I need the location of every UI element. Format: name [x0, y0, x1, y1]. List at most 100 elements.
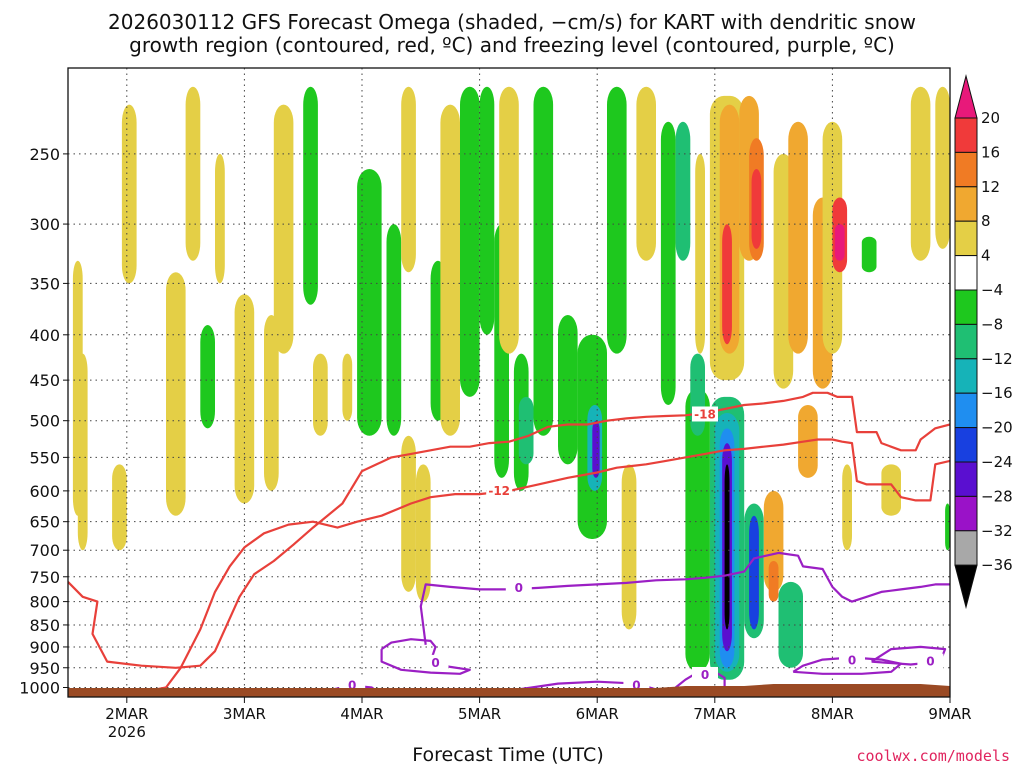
colorbar-label: 12	[981, 178, 1000, 196]
omega-cell	[185, 86, 201, 261]
omega-cell	[166, 272, 186, 516]
omega-cell	[675, 121, 691, 261]
y-axis-ticks: 250 300 350 400 450 500 550 600 650 700 750 800 850 9…	[19, 145, 68, 697]
ground-surface	[68, 684, 950, 697]
x-tick-label: 8MAR	[811, 705, 854, 723]
colorbar-label: −24	[981, 453, 1013, 471]
freezing-level-contours: 0 0 0 0 0 0 0	[322, 551, 950, 697]
y-tick-label: 1000	[19, 678, 60, 697]
dgz-contour-line	[68, 391, 950, 669]
freezing-contour-label-bg	[422, 654, 449, 670]
omega-cell	[200, 325, 215, 429]
omega-cell	[533, 86, 554, 436]
colorbar-swatch	[954, 530, 978, 566]
y-tick-label: 750	[29, 568, 60, 587]
x-tick-sublabel: 2026	[108, 723, 146, 741]
y-tick-label: 250	[29, 145, 60, 164]
omega-cell	[749, 515, 759, 630]
x-tick-label: 6MAR	[576, 705, 619, 723]
y-tick-label: 900	[29, 638, 60, 657]
omega-cell	[690, 353, 705, 436]
y-tick-label: 850	[29, 616, 60, 635]
colorbar-swatch	[954, 289, 978, 325]
omega-cell	[440, 104, 460, 436]
omega-cell	[401, 86, 416, 273]
chart-title-line-2: growth region (contoured, red, ºC) and f…	[129, 33, 895, 57]
colorbar-swatch	[954, 151, 978, 188]
colorbar-label: 20	[981, 109, 1000, 127]
omega-cell	[303, 86, 318, 305]
omega-cell	[773, 153, 794, 389]
omega-cell	[264, 315, 279, 491]
omega-cell	[215, 153, 225, 284]
freezing-contour-label-bg	[839, 652, 865, 668]
freezing-contour-label: 0	[926, 655, 934, 669]
omega-cell	[881, 464, 901, 516]
freezing-contour-label: 0	[431, 656, 439, 670]
dgz-contour-label-bg	[692, 406, 718, 422]
omega-cell	[479, 86, 495, 335]
omega-cell	[415, 464, 431, 602]
omega-cell	[77, 353, 88, 551]
freezing-contour-label-bg	[505, 579, 532, 595]
colorbar: 20 16 12 8 4 −4 −8 −12 −16 −20 −24 −28 −32 −36	[954, 74, 1013, 610]
omega-cell	[499, 86, 519, 354]
omega-cell	[722, 224, 732, 345]
chart-title-line-1: 2026030112 GFS Forecast Omega (shaded, −…	[108, 10, 916, 34]
x-tick-label: 7MAR	[693, 705, 736, 723]
source-credit: coolwx.com/models	[856, 747, 1010, 765]
colorbar-label: 4	[981, 247, 991, 265]
omega-cell	[768, 561, 779, 602]
omega-cell	[834, 224, 845, 261]
colorbar-swatch	[954, 323, 978, 360]
omega-cell	[751, 168, 762, 249]
colorbar-top-arrow	[954, 74, 978, 119]
omega-cell	[121, 104, 137, 284]
colorbar-swatch	[954, 186, 978, 222]
freezing-contour-label: 0	[515, 581, 523, 595]
freezing-contour-line	[419, 551, 950, 645]
colorbar-swatch	[954, 220, 978, 257]
omega-cell	[607, 86, 627, 354]
colorbar-label: −4	[981, 281, 1003, 299]
y-tick-label: 650	[29, 513, 60, 532]
y-tick-label: 450	[29, 371, 60, 390]
x-tick-label: 4MAR	[340, 705, 383, 723]
colorbar-label: −8	[981, 315, 1003, 333]
y-tick-label: 500	[29, 412, 60, 431]
x-axis-label: Forecast Time (UTC)	[412, 744, 603, 766]
y-tick-label: 950	[29, 659, 60, 678]
omega-cell	[763, 490, 784, 592]
omega-cell	[861, 236, 877, 273]
y-tick-label: 800	[29, 593, 60, 612]
y-tick-label: 600	[29, 482, 60, 501]
colorbar-label: 16	[981, 143, 1000, 161]
colorbar-label: −36	[981, 556, 1013, 574]
omega-cell	[778, 581, 803, 668]
freezing-contour-label: 0	[348, 679, 356, 693]
plot-frame	[67, 67, 951, 698]
colorbar-label: −12	[981, 350, 1013, 368]
omega-cell	[695, 153, 705, 354]
colorbar-swatch	[954, 461, 978, 497]
colorbar-label: −28	[981, 487, 1013, 505]
freezing-contour-label-bg	[917, 653, 944, 669]
omega-cell	[842, 464, 852, 551]
freezing-contour-line	[380, 638, 471, 675]
dgz-contours: -18 -12	[68, 391, 950, 697]
omega-cell	[636, 86, 656, 261]
omega-cell	[945, 503, 950, 551]
y-tick-label: 300	[29, 215, 60, 234]
omega-cell	[313, 353, 328, 436]
omega-cell	[357, 168, 382, 436]
colorbar-swatch	[954, 358, 978, 394]
dgz-contour-line	[68, 438, 950, 697]
colorbar-label: −16	[981, 384, 1013, 402]
dgz-contour-label: -12	[488, 484, 510, 498]
colorbar-swatch	[954, 427, 978, 463]
omega-cell	[112, 464, 127, 551]
y-tick-label: 400	[29, 326, 60, 345]
omega-cell	[724, 464, 730, 630]
